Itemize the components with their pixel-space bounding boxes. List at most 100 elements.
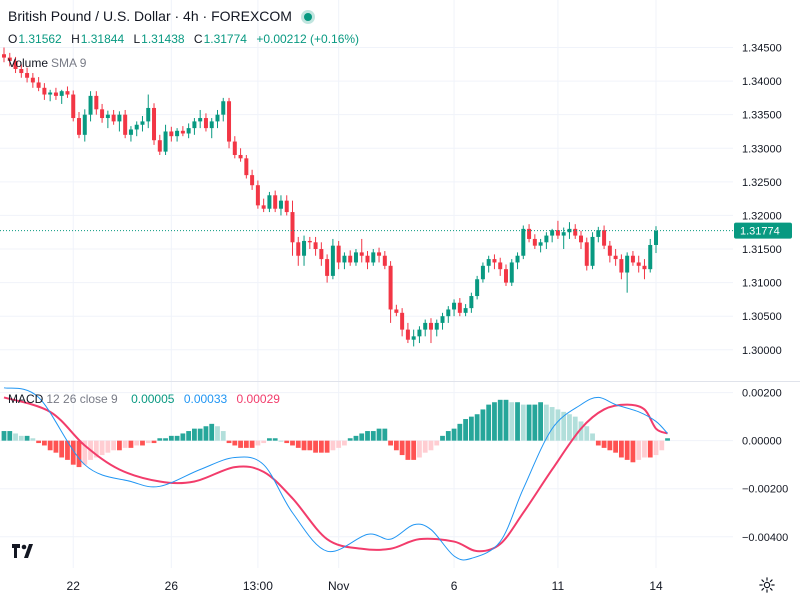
macd-histogram-bar: [526, 404, 532, 441]
macd-histogram-bar: [255, 440, 261, 446]
grid-lines: [0, 0, 733, 568]
candle-body: [134, 124, 139, 130]
macd-histogram-bar: [353, 435, 359, 441]
macd-histogram-bar: [174, 435, 180, 441]
macd-histogram-bar: [532, 404, 538, 441]
candle-body: [2, 54, 6, 58]
low-value: 1.31438: [141, 32, 185, 46]
candle-body: [550, 230, 555, 236]
candle-body: [163, 131, 168, 152]
macd-axis-label: −0.00200: [742, 484, 788, 496]
candle-body: [642, 265, 647, 270]
macd-histogram-bar: [30, 438, 36, 441]
candle-body: [452, 302, 457, 310]
macd-axis-label: 0.00000: [742, 436, 782, 448]
macd-legend[interactable]: MACD 12 26 close 9 0.00005 0.00033 0.0002…: [8, 392, 280, 406]
candle-body: [255, 185, 260, 206]
candle-body: [636, 262, 641, 266]
candle-body: [440, 316, 445, 323]
macd-histogram-bar: [111, 440, 117, 451]
macd-histogram-bar: [647, 440, 653, 458]
volume-legend[interactable]: Volume SMA 9: [8, 56, 86, 70]
candle-body: [313, 242, 318, 250]
macd-histogram-bar: [41, 440, 47, 446]
price-axis-label: 1.33500: [742, 110, 782, 122]
price-axis-label: 1.34000: [742, 76, 782, 88]
candle-body: [307, 240, 312, 243]
candle-body: [36, 82, 41, 88]
macd-histogram-bar: [47, 440, 53, 451]
candle-body: [111, 114, 116, 122]
macd-histogram-bar: [180, 433, 186, 441]
candle-body: [284, 200, 289, 213]
macd-histogram-bar: [151, 440, 157, 444]
candle-body: [590, 236, 595, 266]
candle-body: [330, 245, 335, 276]
symbol-title[interactable]: British Pound / U.S. Dollar · 4h · FOREX…: [8, 8, 292, 24]
volume-label[interactable]: Volume: [8, 56, 49, 70]
candle-body: [596, 230, 601, 237]
macd-histogram-bar: [209, 423, 215, 441]
symbol-title-row[interactable]: British Pound / U.S. Dollar · 4h · FOREX…: [8, 8, 312, 24]
candle-body: [538, 242, 543, 246]
macd-histogram-bar: [601, 440, 607, 448]
macd-histogram-bar: [117, 440, 122, 451]
candle-body: [625, 255, 630, 273]
candle-body: [117, 114, 122, 122]
tradingview-logo-icon[interactable]: [10, 540, 38, 562]
candle-body: [319, 249, 324, 260]
candle-body: [353, 252, 358, 263]
candle-body: [82, 114, 87, 135]
macd-histogram-value: 0.00005: [131, 392, 175, 406]
candle-body: [203, 118, 208, 129]
candle-body: [105, 114, 110, 119]
price-axis-label: 1.30000: [742, 345, 782, 357]
settings-gear-icon[interactable]: [758, 576, 776, 594]
macd-histogram-bar: [555, 409, 561, 441]
candle-body: [342, 255, 347, 263]
candle-body: [244, 158, 249, 176]
macd-histogram-bar: [595, 440, 601, 446]
macd-histogram-bar: [567, 414, 572, 441]
candle-body: [192, 121, 197, 129]
candle-body: [140, 121, 145, 125]
candle-body: [382, 255, 387, 266]
candle-body: [480, 265, 485, 280]
macd-histogram-bar: [549, 407, 555, 441]
last-price-badge: [734, 222, 792, 239]
ohlc-legend: O1.31562 H1.31844 L1.31438 C1.31774 +0.0…: [8, 32, 365, 46]
candle-body: [25, 73, 30, 78]
macd-histogram-bar: [515, 402, 520, 441]
candle-body: [13, 60, 18, 70]
candle-body: [573, 228, 578, 236]
macd-histogram-bar: [474, 414, 480, 441]
macd-histogram-bar: [584, 426, 590, 441]
macd-histogram-bar: [295, 440, 301, 448]
candle-body: [619, 259, 624, 273]
time-axis-label: 22: [67, 579, 81, 593]
candle-body: [94, 95, 99, 110]
macd-histogram-bar: [134, 440, 140, 446]
last-price-badge-text: 1.31774: [740, 226, 780, 238]
macd-label[interactable]: MACD: [8, 392, 44, 406]
candle-body: [613, 255, 618, 260]
volume-sma-label: SMA 9: [51, 56, 87, 70]
candle-body: [48, 92, 53, 95]
macd-histogram-bar: [411, 440, 417, 460]
macd-histogram-bar: [197, 428, 203, 441]
macd-histogram-bar: [543, 404, 549, 441]
candle-body: [648, 244, 653, 270]
candle-body: [88, 95, 93, 115]
macd-histogram-bar: [497, 399, 503, 441]
candle-body: [278, 200, 283, 209]
macd-axis-label: −0.00400: [742, 532, 788, 544]
candle-body: [336, 245, 341, 263]
macd-histogram-bar: [607, 440, 613, 451]
macd-histogram-bar: [82, 440, 88, 465]
macd-histogram-bar: [59, 440, 65, 458]
macd-histogram-bar: [618, 440, 624, 458]
macd-histogram-bar: [76, 440, 82, 468]
macd-histogram-bar: [463, 419, 468, 441]
candle-body: [486, 259, 491, 266]
